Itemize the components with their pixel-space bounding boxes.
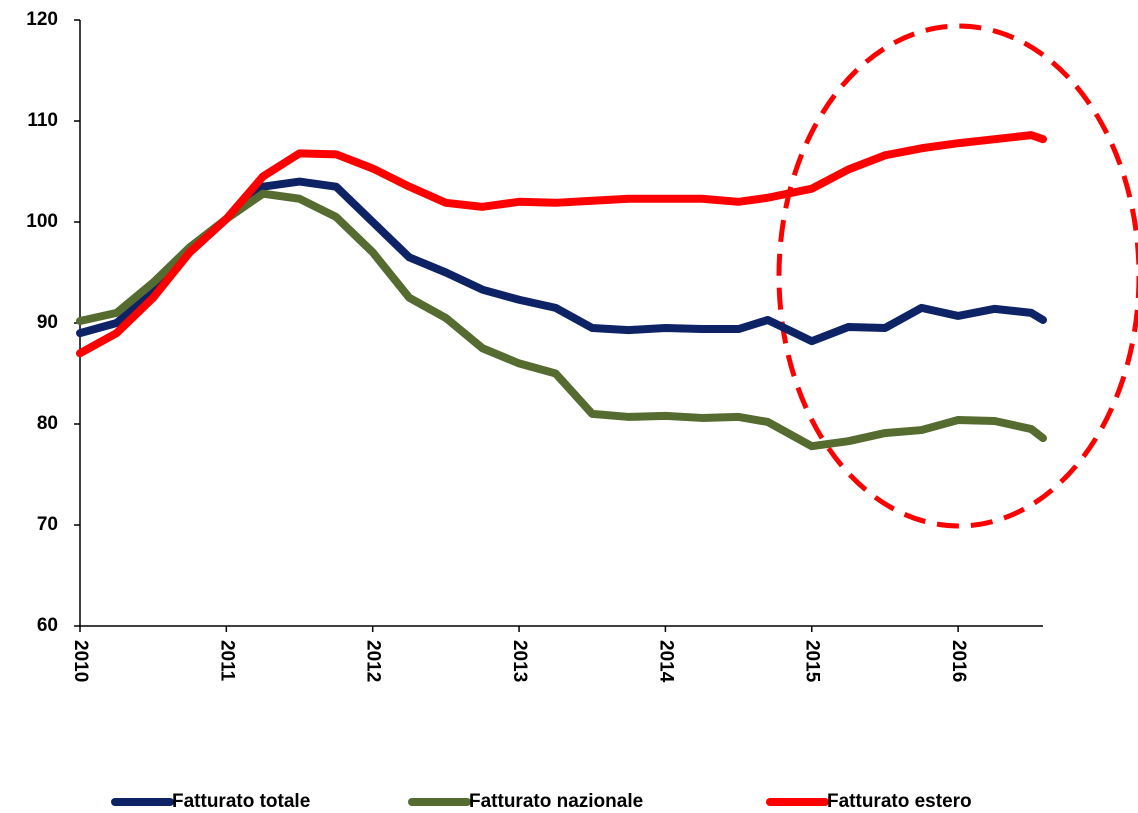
y-tick-label: 70 (37, 514, 58, 535)
x-tick-label: 2012 (363, 640, 384, 682)
highlight-ellipse (776, 23, 1138, 529)
x-tick-label: 2016 (948, 640, 969, 682)
x-tick-label: 2011 (216, 640, 237, 682)
y-tick-label: 90 (37, 312, 58, 333)
y-tick-label: 110 (27, 110, 58, 131)
y-tick-label: 120 (26, 9, 58, 30)
legend-label: Fatturato totale (172, 791, 310, 812)
series-line (76, 131, 1047, 358)
y-tick-label: 60 (37, 615, 58, 636)
legend-label: Fatturato nazionale (469, 791, 643, 812)
y-tick-label: 80 (37, 413, 58, 434)
series-line (76, 189, 1047, 451)
x-tick-label: 2014 (655, 640, 676, 683)
legend-label: Fatturato estero (827, 791, 972, 812)
x-tick-label: 2010 (70, 640, 91, 682)
x-tick-label: 2013 (509, 640, 530, 682)
x-tick-label: 2015 (802, 640, 823, 683)
y-tick-label: 100 (26, 211, 58, 232)
